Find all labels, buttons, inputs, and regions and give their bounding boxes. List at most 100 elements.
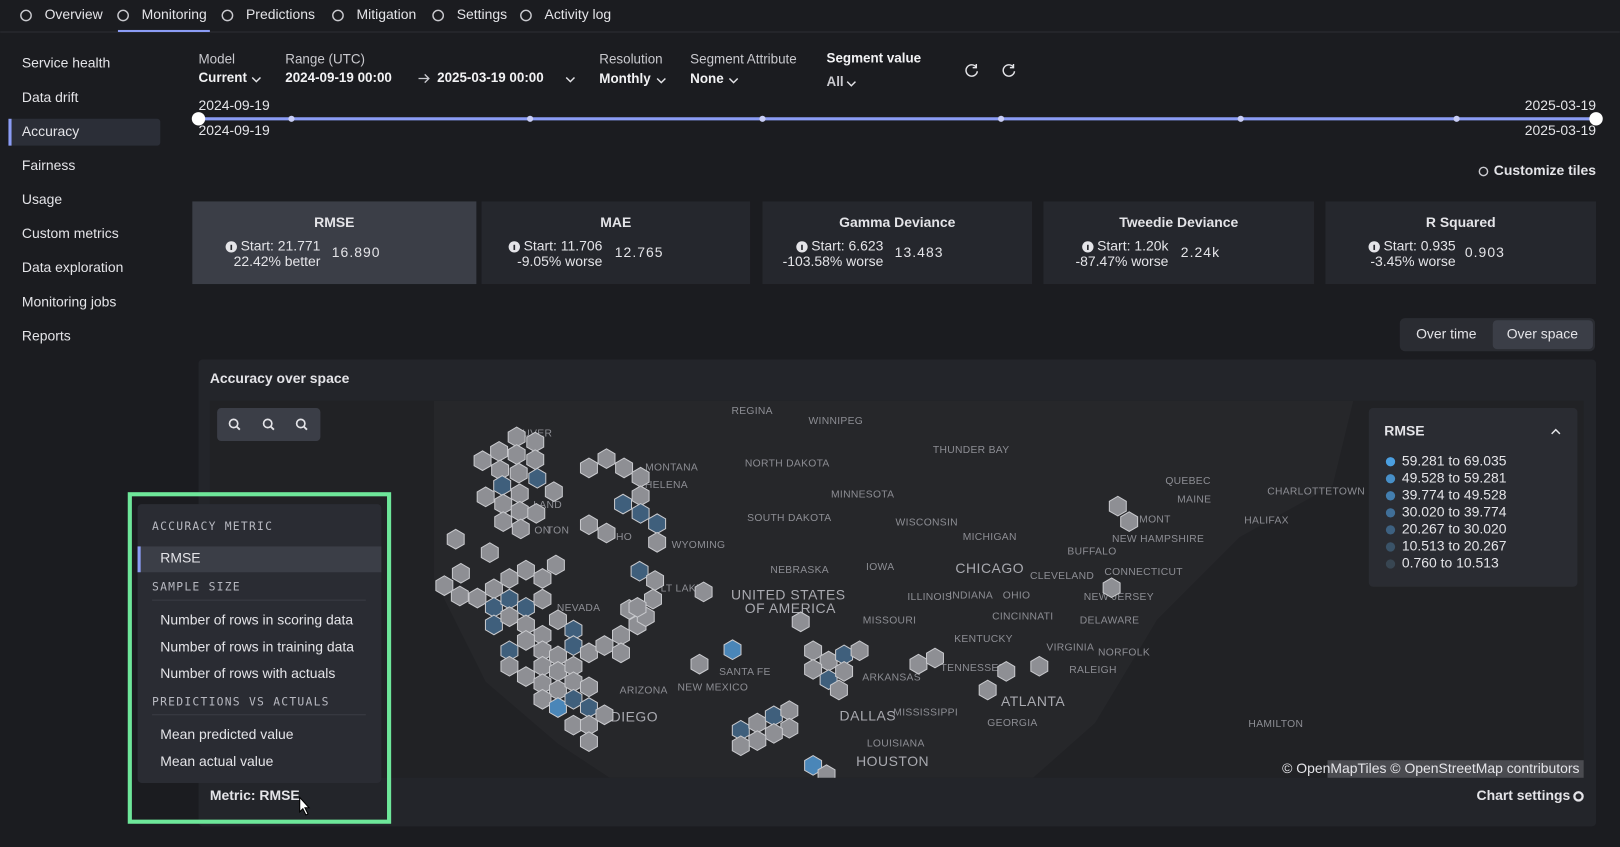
hex-cell[interactable] — [544, 481, 563, 503]
hex-cell[interactable] — [1030, 655, 1049, 677]
hex-cell[interactable] — [510, 500, 529, 522]
hex-cell[interactable] — [611, 642, 630, 664]
hex-cell[interactable] — [628, 596, 647, 618]
hex-cell[interactable] — [533, 688, 552, 710]
hex-cell[interactable] — [804, 754, 823, 776]
toggle-option[interactable]: Over time — [1416, 325, 1477, 341]
hex-cell[interactable] — [509, 462, 528, 484]
sidebar-item[interactable]: Usage — [22, 191, 63, 207]
metric-tile[interactable] — [481, 201, 751, 285]
nav-item[interactable]: Monitoring — [142, 6, 207, 22]
hex-cell[interactable] — [500, 606, 519, 628]
hex-cell[interactable] — [748, 712, 767, 734]
hex-cell[interactable] — [631, 485, 650, 507]
sidebar-item[interactable]: Monitoring jobs — [22, 293, 117, 309]
hex-cell[interactable] — [1120, 511, 1139, 533]
hex-cell[interactable] — [564, 635, 583, 656]
hex-cell[interactable] — [804, 658, 823, 680]
hex-cell[interactable] — [646, 570, 665, 591]
hex-cell[interactable] — [850, 640, 869, 662]
filter-value[interactable]: All — [827, 74, 844, 89]
hex-cell[interactable] — [909, 653, 928, 675]
hex-cell[interactable] — [595, 704, 614, 726]
hex-cell[interactable] — [804, 640, 823, 662]
timeline-handle[interactable] — [191, 112, 206, 126]
hex-cell[interactable] — [731, 735, 750, 757]
hex-cell[interactable] — [507, 444, 526, 465]
dropdown-option[interactable]: Number of rows with actuals — [160, 665, 335, 681]
dropdown-option[interactable]: Number of rows in training data — [160, 638, 354, 654]
hex-cell[interactable] — [494, 493, 513, 515]
hex-cell[interactable] — [500, 588, 519, 610]
hex-cell[interactable] — [484, 614, 503, 636]
hex-cell[interactable] — [507, 426, 526, 448]
hex-cell[interactable] — [595, 635, 614, 656]
nav-item[interactable]: Activity log — [545, 6, 612, 22]
dropdown-option[interactable]: Number of rows in scoring data — [160, 611, 353, 627]
filter-value[interactable]: Monthly — [599, 71, 651, 86]
dropdown-option[interactable]: RMSE — [160, 550, 200, 566]
metric-value[interactable]: RMSE — [259, 787, 299, 803]
sidebar-item[interactable]: Data drift — [22, 89, 79, 105]
hex-cell[interactable] — [527, 502, 546, 524]
hex-cell[interactable] — [631, 502, 650, 524]
hex-cell[interactable] — [435, 575, 454, 597]
hex-cell[interactable] — [450, 585, 469, 607]
hex-cell[interactable] — [533, 655, 552, 677]
hex-cell[interactable] — [748, 730, 767, 752]
nav-item[interactable]: Overview — [45, 6, 104, 22]
nav-item[interactable]: Settings — [457, 6, 507, 22]
dropdown-option[interactable]: Mean actual value — [160, 753, 273, 769]
sidebar-item[interactable]: Custom metrics — [22, 225, 119, 241]
hex-cell[interactable] — [579, 676, 598, 698]
hex-cell[interactable] — [494, 511, 513, 533]
hex-cell[interactable] — [473, 450, 492, 472]
hex-cell[interactable] — [780, 717, 799, 739]
hex-cell[interactable] — [528, 467, 547, 489]
hex-cell[interactable] — [451, 562, 470, 584]
hex-cell[interactable] — [490, 440, 509, 462]
customize-tiles[interactable]: Customize tiles — [1494, 162, 1596, 178]
refresh-button[interactable] — [1002, 64, 1016, 77]
hex-cell[interactable] — [1108, 495, 1127, 517]
hex-cell[interactable] — [997, 660, 1016, 682]
hex-cell[interactable] — [723, 639, 742, 661]
hex-cell[interactable] — [564, 671, 583, 693]
hex-cell[interactable] — [614, 493, 633, 515]
metric-tile[interactable] — [762, 201, 1033, 285]
hex-cell[interactable] — [500, 655, 519, 677]
zoom-button[interactable] — [262, 418, 273, 429]
hex-cell[interactable] — [468, 587, 487, 609]
filter-value[interactable]: 2025-03-19 00:00 — [437, 70, 544, 85]
hex-cell[interactable] — [484, 596, 503, 618]
hex-cell[interactable] — [516, 559, 535, 581]
hex-cell[interactable] — [597, 448, 616, 470]
hex-cell[interactable] — [548, 697, 567, 718]
hex-cell[interactable] — [764, 705, 783, 727]
hex-cell[interactable] — [526, 449, 545, 471]
hex-cell[interactable] — [791, 611, 810, 633]
hex-cell[interactable] — [564, 714, 583, 736]
hex-cell[interactable] — [446, 528, 465, 550]
hex-cell[interactable] — [548, 679, 567, 701]
hex-cell[interactable] — [925, 647, 944, 669]
dropdown-option[interactable]: Mean predicted value — [160, 726, 294, 742]
zoom-button[interactable] — [295, 418, 306, 429]
sidebar-item[interactable]: Service health — [22, 55, 110, 71]
hex-cell[interactable] — [978, 679, 997, 701]
nav-item[interactable]: Predictions — [246, 6, 315, 22]
hex-cell[interactable] — [597, 522, 616, 544]
hex-cell[interactable] — [546, 554, 565, 576]
hex-cell[interactable] — [817, 764, 836, 785]
metric-tile[interactable] — [192, 201, 477, 285]
hex-cell[interactable] — [648, 531, 667, 553]
timeline-handle[interactable] — [1589, 112, 1603, 126]
hex-cell[interactable] — [579, 697, 598, 718]
zoom-button[interactable] — [228, 418, 239, 429]
filter-value[interactable]: None — [690, 71, 724, 86]
hex-cell[interactable] — [644, 588, 662, 610]
hex-cell[interactable] — [579, 642, 598, 664]
sidebar-item[interactable]: Reports — [22, 327, 71, 343]
hex-cell[interactable] — [533, 568, 552, 589]
hex-cell[interactable] — [630, 560, 649, 582]
